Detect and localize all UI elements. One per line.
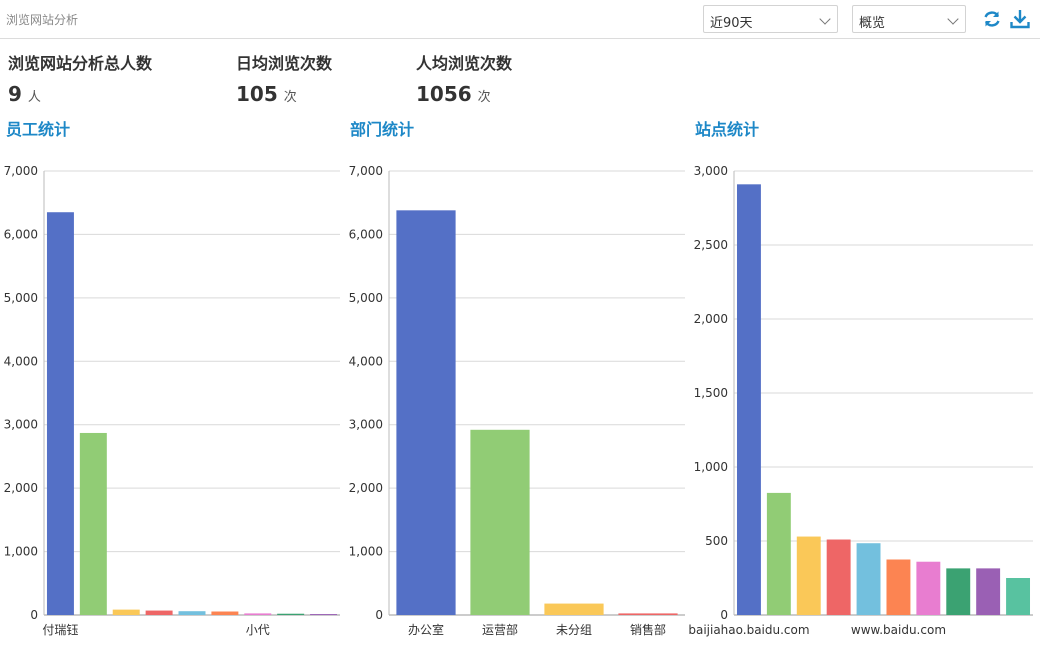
stat-value-row: 105 次	[236, 82, 332, 106]
section-title-site: 站点统计	[695, 120, 760, 139]
period-select[interactable]: 近90天	[703, 5, 838, 33]
y-tick-label: 2,000	[4, 481, 38, 495]
x-tick-label: 销售部	[630, 622, 666, 637]
view-select[interactable]: 概览	[852, 5, 966, 33]
bar[interactable]	[46, 212, 74, 615]
bar[interactable]	[79, 432, 107, 615]
stat-value: 1056	[416, 82, 472, 106]
section-title-employee: 员工统计	[6, 120, 71, 139]
bar[interactable]	[856, 543, 881, 615]
y-tick-label: 2,500	[694, 238, 728, 252]
bar[interactable]	[826, 539, 851, 615]
y-tick-label: 5,000	[4, 291, 38, 305]
y-tick-label: 4,000	[349, 354, 383, 368]
y-tick-label: 6,000	[349, 227, 383, 241]
bar[interactable]	[886, 559, 911, 616]
y-tick-label: 3,000	[4, 418, 38, 432]
bar[interactable]	[470, 429, 530, 615]
stat-label: 日均浏览次数	[236, 54, 333, 73]
y-tick-label: 2,000	[694, 312, 728, 326]
x-tick-label: 办公室	[408, 622, 444, 637]
x-tick-label: 运营部	[482, 622, 518, 637]
stat-value: 105	[236, 82, 278, 106]
bar[interactable]	[277, 613, 305, 615]
bar[interactable]	[178, 611, 206, 615]
bar[interactable]	[618, 613, 678, 615]
bar[interactable]	[145, 610, 173, 615]
stat-unit: 次	[283, 90, 297, 105]
y-tick-label: 3,000	[349, 418, 383, 432]
chevron-down-icon	[947, 13, 959, 25]
stat-value-row: 1056 次	[416, 82, 512, 106]
section-title-department: 部门统计	[350, 120, 415, 139]
period-select-value: 近90天	[710, 16, 753, 31]
y-tick-label: 1,000	[694, 460, 728, 474]
bar[interactable]	[396, 210, 456, 615]
chevron-down-icon	[819, 13, 831, 25]
bar[interactable]	[946, 568, 971, 615]
refresh-icon[interactable]	[981, 8, 1003, 30]
stat-unit: 次	[477, 90, 491, 105]
page-title: 浏览网站分析	[6, 13, 79, 27]
y-tick-label: 0	[30, 608, 38, 622]
x-tick-label: 未分组	[556, 623, 592, 637]
employee-chart: 0 1,000 2,000 3,000 4,000 5,000 6,000 7,000 付瑞钰 小…	[4, 164, 340, 637]
y-tick-label: 2,000	[349, 481, 383, 495]
bar[interactable]	[796, 536, 821, 615]
stat-per-person-views: 人均浏览次数 1056 次	[416, 50, 512, 106]
bar[interactable]	[310, 614, 338, 616]
bar[interactable]	[976, 568, 1001, 615]
bar[interactable]	[112, 609, 140, 615]
bar[interactable]	[766, 492, 791, 615]
stat-unit: 人	[27, 90, 41, 105]
y-tick-label: 6,000	[4, 227, 38, 241]
y-tick-label: 3,000	[694, 164, 728, 178]
y-tick-label: 1,000	[4, 545, 38, 559]
bar[interactable]	[916, 561, 941, 615]
y-tick-label: 5,000	[349, 291, 383, 305]
department-chart: 0 1,000 2,000 3,000 4,000 5,000 6,000 7,000 办公室 运…	[349, 164, 685, 637]
site-chart: 0 500 1,000 1,500 2,000 2,500 3,000 baijiahao.b…	[688, 164, 1033, 637]
bar[interactable]	[544, 603, 604, 615]
y-tick-label: 7,000	[4, 164, 38, 178]
bar[interactable]	[244, 613, 272, 615]
stat-daily-views: 日均浏览次数 105 次	[236, 50, 332, 106]
y-tick-label: 0	[375, 608, 383, 622]
bar[interactable]	[736, 184, 761, 615]
y-tick-label: 0	[720, 608, 728, 622]
stat-label: 人均浏览次数	[416, 54, 513, 73]
x-tick-label: 小代	[246, 623, 270, 637]
download-icon[interactable]	[1009, 8, 1031, 30]
stat-label: 浏览网站分析总人数	[8, 54, 153, 73]
stat-value: 9	[8, 82, 22, 106]
x-tick-label: baijiahao.baidu.com	[688, 623, 809, 637]
y-tick-label: 500	[705, 534, 728, 548]
view-select-value: 概览	[859, 16, 886, 31]
y-tick-label: 1,000	[349, 545, 383, 559]
top-bar: 浏览网站分析 近90天 概览	[0, 0, 1040, 39]
x-tick-label: 付瑞钰	[42, 623, 78, 637]
x-tick-label: www.baidu.com	[851, 623, 946, 637]
y-tick-label: 7,000	[349, 164, 383, 178]
y-tick-label: 4,000	[4, 354, 38, 368]
bar[interactable]	[211, 611, 239, 615]
bar[interactable]	[1006, 578, 1031, 615]
y-tick-label: 1,500	[694, 386, 728, 400]
